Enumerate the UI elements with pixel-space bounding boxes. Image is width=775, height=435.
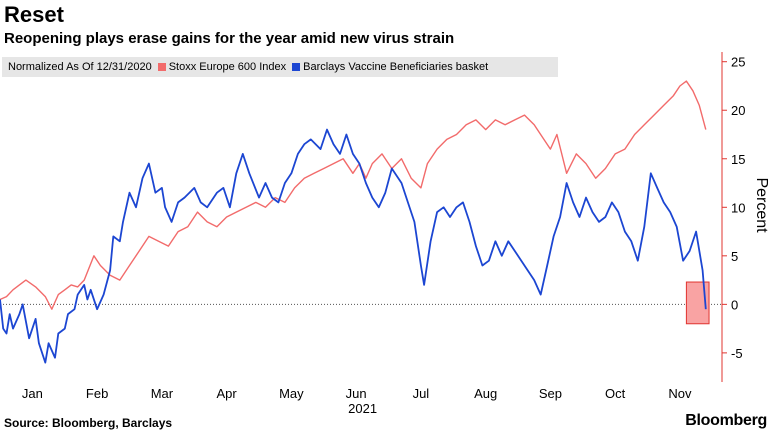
x-tick-label: Jan [22, 386, 43, 401]
x-tick-label: May [279, 386, 304, 401]
highlight-box [685, 281, 710, 325]
legend-label-vaccine: Barclays Vaccine Beneficiaries basket [303, 61, 489, 73]
y-axis-title: Percent [753, 177, 770, 233]
x-tick-label: Mar [151, 386, 174, 401]
series-line-vaccine [0, 128, 707, 364]
x-tick-label: Jul [413, 386, 430, 401]
y-tick-label: 25 [731, 55, 745, 70]
legend-item-stoxx: Stoxx Europe 600 Index [157, 61, 287, 73]
series-line-stoxx [0, 80, 707, 310]
chart-legend: Normalized As Of 12/31/2020 Stoxx Europe… [2, 57, 558, 77]
y-tick-label: 10 [731, 200, 745, 215]
y-tick-label: 5 [731, 249, 738, 264]
x-tick-label: Apr [217, 386, 238, 401]
legend-item-vaccine: Barclays Vaccine Beneficiaries basket [292, 61, 488, 73]
y-tick-label: 15 [731, 152, 745, 167]
x-tick-label: Jun [346, 386, 367, 401]
legend-note: Normalized As Of 12/31/2020 [8, 61, 152, 73]
y-tick-label: 0 [731, 297, 738, 312]
y-tick-label: 20 [731, 103, 745, 118]
legend-swatch-vaccine [292, 63, 301, 71]
brand-logo: Bloomberg [685, 412, 767, 429]
x-tick-label: Aug [474, 386, 497, 401]
legend-label-stoxx: Stoxx Europe 600 Index [168, 61, 287, 73]
x-tick-label: Sep [539, 386, 562, 401]
x-tick-label: Nov [668, 386, 692, 401]
y-tick-label: -5 [731, 346, 743, 361]
legend-swatch-stoxx [157, 63, 166, 71]
x-axis-year-label: 2021 [348, 401, 377, 416]
x-tick-label: Oct [605, 386, 626, 401]
chart-subtitle: Reopening plays erase gains for the year… [4, 30, 455, 47]
source-note: Source: Bloomberg, Barclays [4, 416, 173, 430]
chart-title: Reset [4, 2, 64, 27]
x-tick-label: Feb [86, 386, 108, 401]
